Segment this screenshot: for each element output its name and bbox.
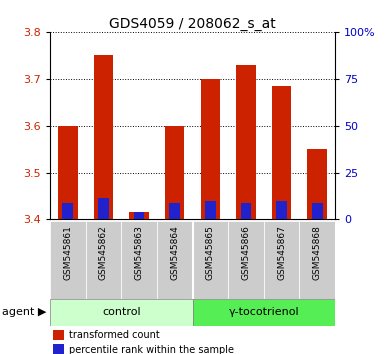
Bar [264, 221, 300, 299]
Bar [50, 221, 85, 299]
Bar [98, 198, 109, 219]
Bar [201, 79, 220, 219]
Bar [272, 86, 291, 219]
Bar [300, 221, 335, 299]
Text: GSM545865: GSM545865 [206, 225, 215, 280]
Text: transformed count: transformed count [69, 330, 159, 341]
Title: GDS4059 / 208062_s_at: GDS4059 / 208062_s_at [109, 17, 276, 31]
Text: GSM545862: GSM545862 [99, 225, 108, 280]
Bar [192, 299, 335, 326]
Text: control: control [102, 307, 141, 318]
Text: GSM545866: GSM545866 [241, 225, 250, 280]
Text: GSM545867: GSM545867 [277, 225, 286, 280]
Text: GSM545863: GSM545863 [135, 225, 144, 280]
Bar [134, 212, 144, 219]
Bar [53, 330, 64, 340]
Bar [312, 203, 323, 219]
Bar [165, 126, 184, 219]
Bar [62, 203, 73, 219]
Bar [50, 299, 192, 326]
Bar [169, 203, 180, 219]
Text: γ-tocotrienol: γ-tocotrienol [228, 307, 299, 318]
Bar [307, 149, 327, 219]
Text: GSM545868: GSM545868 [313, 225, 321, 280]
Bar [192, 221, 228, 299]
Bar [157, 221, 192, 299]
Text: percentile rank within the sample: percentile rank within the sample [69, 344, 234, 354]
Bar [241, 203, 251, 219]
Text: agent ▶: agent ▶ [2, 307, 46, 318]
Bar [94, 55, 113, 219]
Bar [53, 344, 64, 354]
Bar [121, 221, 157, 299]
Bar [129, 212, 149, 219]
Text: GSM545861: GSM545861 [64, 225, 72, 280]
Bar [236, 65, 256, 219]
Bar [58, 126, 78, 219]
Bar [205, 201, 216, 219]
Bar [228, 221, 264, 299]
Text: GSM545864: GSM545864 [170, 225, 179, 280]
Bar [85, 221, 121, 299]
Bar [276, 201, 287, 219]
